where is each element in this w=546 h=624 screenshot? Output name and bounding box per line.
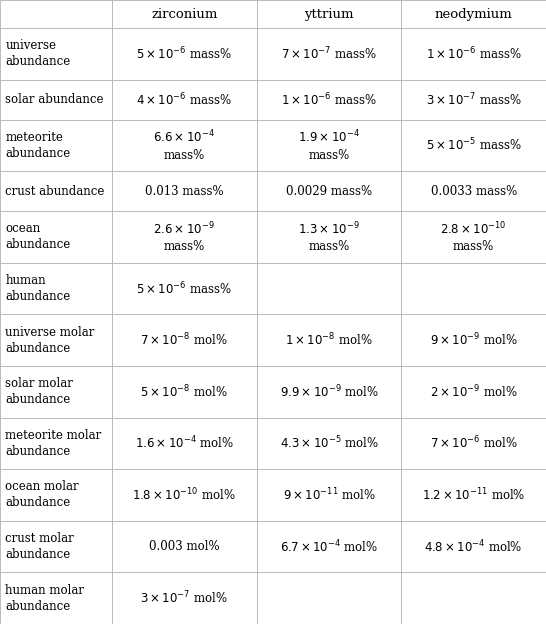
Text: 0.003 mol%: 0.003 mol%	[149, 540, 219, 553]
Text: 0.0033 mass%: 0.0033 mass%	[431, 185, 517, 198]
Bar	[401, 417, 546, 469]
Bar	[112, 211, 257, 263]
Bar	[112, 469, 257, 521]
Bar	[112, 417, 257, 469]
Text: crust molar
abundance: crust molar abundance	[5, 532, 74, 561]
Bar	[401, 80, 546, 120]
Text: universe
abundance: universe abundance	[5, 39, 71, 69]
Text: ocean molar
abundance: ocean molar abundance	[5, 480, 79, 509]
Bar	[401, 469, 546, 521]
Text: $4.3\times10^{-5}$ mol%: $4.3\times10^{-5}$ mol%	[280, 435, 378, 452]
Bar	[0, 366, 112, 417]
Text: $9\times10^{-11}$ mol%: $9\times10^{-11}$ mol%	[282, 487, 376, 504]
Bar	[257, 521, 401, 572]
Bar	[257, 469, 401, 521]
Text: $6.6\times10^{-4}$
mass%: $6.6\times10^{-4}$ mass%	[153, 129, 215, 162]
Bar	[401, 0, 546, 28]
Text: $5\times10^{-6}$ mass%: $5\times10^{-6}$ mass%	[136, 280, 232, 297]
Bar	[0, 0, 112, 28]
Bar	[0, 263, 112, 314]
Bar	[401, 211, 546, 263]
Text: $7\times10^{-7}$ mass%: $7\times10^{-7}$ mass%	[281, 46, 377, 62]
Bar	[257, 366, 401, 417]
Text: neodymium: neodymium	[435, 7, 513, 21]
Text: $4\times10^{-6}$ mass%: $4\times10^{-6}$ mass%	[136, 91, 232, 108]
Bar	[112, 572, 257, 624]
Text: $1.2\times10^{-11}$ mol%: $1.2\times10^{-11}$ mol%	[422, 487, 525, 504]
Bar	[257, 80, 401, 120]
Text: $2\times10^{-9}$ mol%: $2\times10^{-9}$ mol%	[430, 384, 518, 400]
Bar	[0, 521, 112, 572]
Text: solar molar
abundance: solar molar abundance	[5, 378, 73, 406]
Text: zirconium: zirconium	[151, 7, 217, 21]
Bar	[0, 211, 112, 263]
Text: universe molar
abundance: universe molar abundance	[5, 326, 95, 354]
Bar	[257, 28, 401, 80]
Text: $1.8\times10^{-10}$ mol%: $1.8\times10^{-10}$ mol%	[133, 487, 236, 504]
Bar	[112, 0, 257, 28]
Text: solar abundance: solar abundance	[5, 93, 104, 106]
Bar	[112, 314, 257, 366]
Bar	[257, 211, 401, 263]
Bar	[0, 417, 112, 469]
Bar	[0, 28, 112, 80]
Text: $9\times10^{-9}$ mol%: $9\times10^{-9}$ mol%	[430, 332, 518, 348]
Text: $3\times10^{-7}$ mass%: $3\times10^{-7}$ mass%	[426, 91, 521, 108]
Bar	[0, 572, 112, 624]
Text: $3\times10^{-7}$ mol%: $3\times10^{-7}$ mol%	[140, 590, 228, 607]
Bar	[401, 314, 546, 366]
Bar	[0, 120, 112, 171]
Text: ocean
abundance: ocean abundance	[5, 222, 71, 251]
Text: $5\times10^{-5}$ mass%: $5\times10^{-5}$ mass%	[426, 137, 521, 154]
Bar	[0, 171, 112, 211]
Text: $7\times10^{-6}$ mol%: $7\times10^{-6}$ mol%	[430, 435, 518, 452]
Bar	[257, 263, 401, 314]
Bar	[112, 171, 257, 211]
Text: $1.3\times10^{-9}$
mass%: $1.3\times10^{-9}$ mass%	[298, 221, 360, 253]
Bar	[401, 366, 546, 417]
Bar	[257, 171, 401, 211]
Text: $1\times10^{-6}$ mass%: $1\times10^{-6}$ mass%	[426, 46, 521, 62]
Bar	[401, 572, 546, 624]
Text: meteorite molar
abundance: meteorite molar abundance	[5, 429, 102, 458]
Bar	[112, 120, 257, 171]
Text: $1.6\times10^{-4}$ mol%: $1.6\times10^{-4}$ mol%	[135, 435, 234, 452]
Bar	[0, 314, 112, 366]
Text: $7\times10^{-8}$ mol%: $7\times10^{-8}$ mol%	[140, 332, 228, 348]
Text: meteorite
abundance: meteorite abundance	[5, 131, 71, 160]
Bar	[112, 521, 257, 572]
Text: $1.9\times10^{-4}$
mass%: $1.9\times10^{-4}$ mass%	[298, 129, 360, 162]
Text: $4.8\times10^{-4}$ mol%: $4.8\times10^{-4}$ mol%	[424, 539, 523, 555]
Bar	[401, 28, 546, 80]
Text: $2.8\times10^{-10}$
mass%: $2.8\times10^{-10}$ mass%	[441, 221, 507, 253]
Text: $5\times10^{-6}$ mass%: $5\times10^{-6}$ mass%	[136, 46, 232, 62]
Text: human molar
abundance: human molar abundance	[5, 583, 85, 613]
Bar	[401, 521, 546, 572]
Bar	[257, 314, 401, 366]
Bar	[257, 572, 401, 624]
Bar	[0, 469, 112, 521]
Bar	[257, 0, 401, 28]
Text: 0.0029 mass%: 0.0029 mass%	[286, 185, 372, 198]
Bar	[0, 80, 112, 120]
Bar	[257, 417, 401, 469]
Text: $1\times10^{-6}$ mass%: $1\times10^{-6}$ mass%	[281, 91, 377, 108]
Text: crust abundance: crust abundance	[5, 185, 105, 198]
Text: $6.7\times10^{-4}$ mol%: $6.7\times10^{-4}$ mol%	[280, 539, 378, 555]
Bar	[401, 120, 546, 171]
Bar	[401, 263, 546, 314]
Bar	[401, 171, 546, 211]
Text: yttrium: yttrium	[304, 7, 354, 21]
Text: human
abundance: human abundance	[5, 274, 71, 303]
Text: $1\times10^{-8}$ mol%: $1\times10^{-8}$ mol%	[285, 332, 373, 348]
Text: $5\times10^{-8}$ mol%: $5\times10^{-8}$ mol%	[140, 384, 228, 400]
Bar	[112, 80, 257, 120]
Text: $2.6\times10^{-9}$
mass%: $2.6\times10^{-9}$ mass%	[153, 221, 215, 253]
Bar	[257, 120, 401, 171]
Bar	[112, 28, 257, 80]
Bar	[112, 263, 257, 314]
Text: 0.013 mass%: 0.013 mass%	[145, 185, 224, 198]
Text: $9.9\times10^{-9}$ mol%: $9.9\times10^{-9}$ mol%	[280, 384, 378, 400]
Bar	[112, 366, 257, 417]
